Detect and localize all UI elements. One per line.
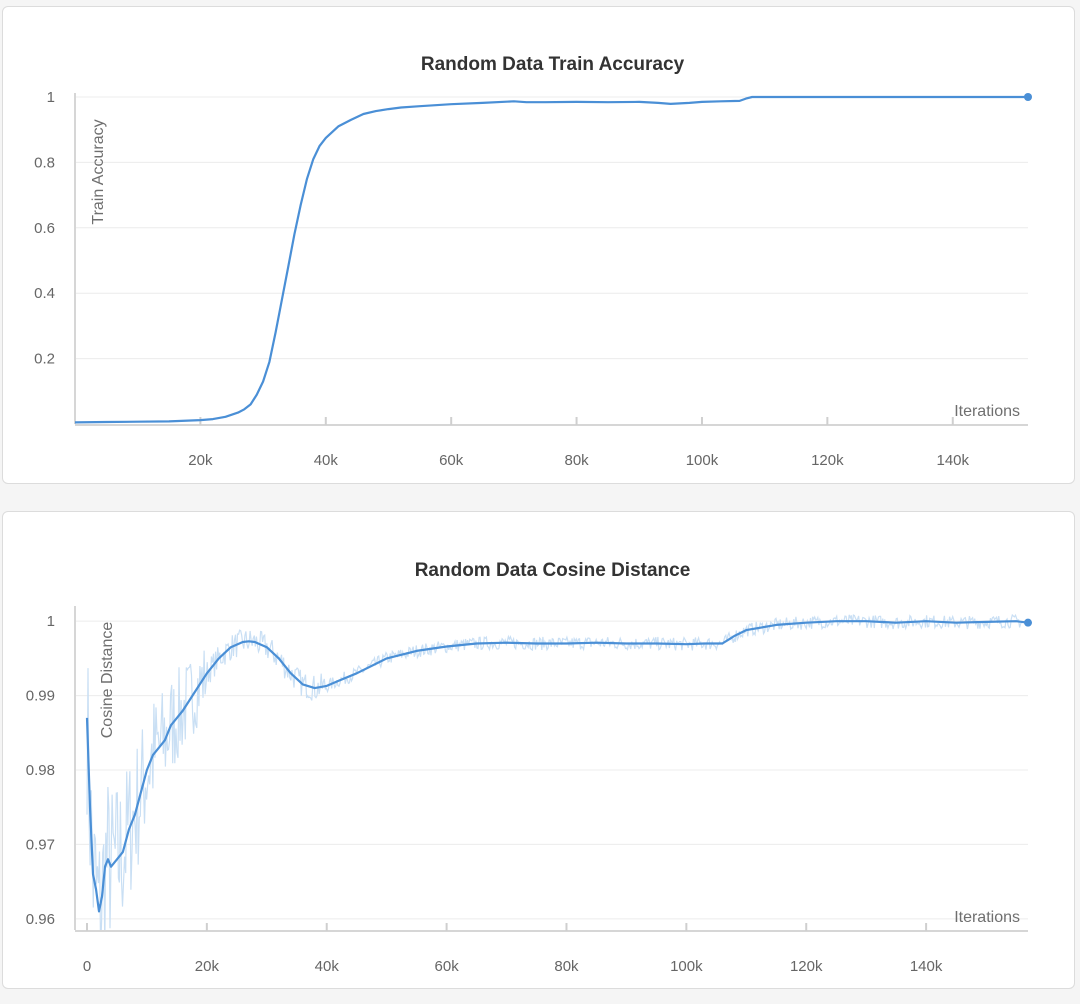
y-tick-label: 0.6: [34, 220, 55, 237]
x-tick-label: 80k: [554, 958, 579, 975]
y-tick-label: 0.97: [26, 836, 55, 853]
accuracy-chart: Random Data Train Accuracy0.20.40.60.812…: [34, 54, 1032, 469]
x-axis-label: Iterations: [954, 909, 1020, 926]
x-tick-label: 140k: [936, 452, 969, 469]
y-tick-label: 1: [47, 613, 55, 630]
y-tick-label: 0.98: [26, 762, 55, 779]
y-tick-label: 0.8: [34, 154, 55, 171]
chart-title: Random Data Train Accuracy: [421, 54, 685, 75]
y-tick-label: 1: [47, 89, 55, 106]
x-tick-label: 0: [83, 958, 91, 975]
accuracy-chart-panel: Random Data Train Accuracy 0.2 0.4 0.6 0.8 1 2…: [2, 6, 1075, 484]
cosine-chart-panel: Random Data Cosine Distance 0.96 0.97 0.98 0…: [2, 511, 1075, 989]
series-line: [85, 620, 1029, 913]
x-tick-label: 20k: [188, 452, 213, 469]
x-tick-label: 120k: [790, 958, 823, 975]
x-tick-label: 20k: [195, 958, 220, 975]
x-tick-label: 40k: [315, 958, 340, 975]
series-end-point[interactable]: [1024, 618, 1032, 627]
x-tick-label: 120k: [811, 452, 844, 469]
y-tick-label: 0.4: [34, 285, 55, 302]
x-tick-label: 80k: [564, 452, 589, 469]
x-tick-label: 140k: [910, 958, 943, 975]
x-tick-label: 100k: [686, 452, 719, 469]
y-axis-label: Train Accuracy: [90, 119, 107, 224]
chart-title: Random Data Cosine Distance: [415, 560, 691, 581]
series-raw-line: [86, 613, 1029, 930]
series-end-point[interactable]: [1024, 93, 1032, 101]
x-axis-label: Iterations: [954, 403, 1020, 420]
series-line: [75, 95, 1028, 424]
x-tick-label: 100k: [670, 958, 703, 975]
y-axis-label: Cosine Distance: [99, 622, 116, 739]
x-tick-label: 60k: [435, 958, 460, 975]
y-tick-label: 0.2: [34, 351, 55, 368]
x-tick-label: 60k: [439, 452, 464, 469]
x-tick-label: 40k: [314, 452, 339, 469]
cosine-chart: Random Data Cosine Distance 0.96 0.97 0.98 0…: [26, 560, 1032, 975]
y-tick-label: 0.99: [26, 688, 55, 705]
y-tick-label: 0.96: [26, 911, 55, 928]
